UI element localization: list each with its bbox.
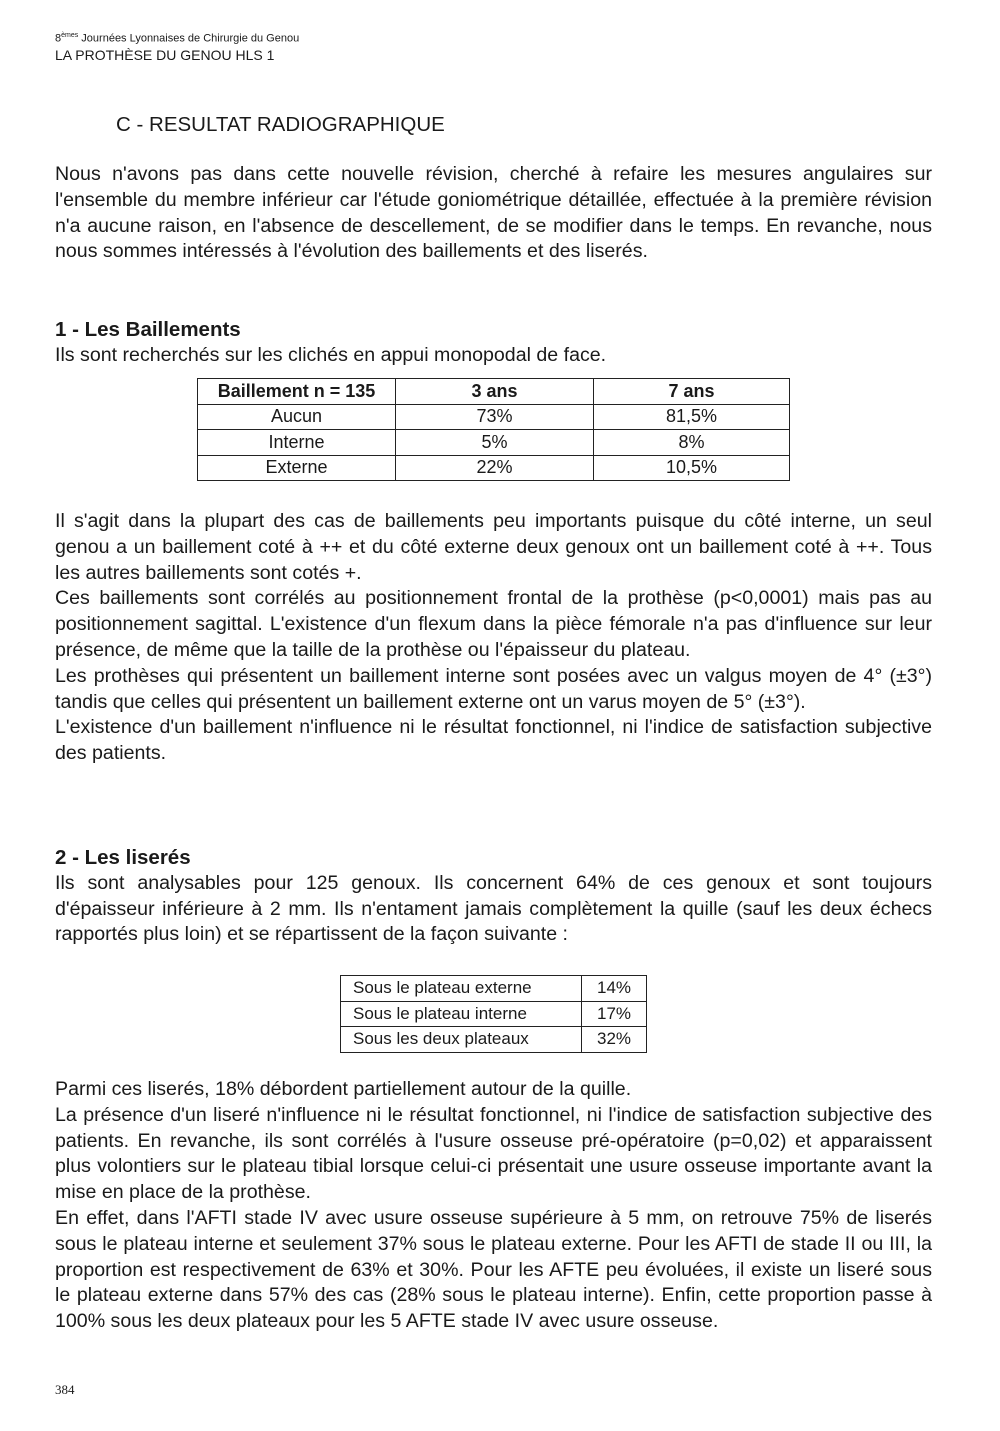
- table-row: Aucun 73% 81,5%: [197, 403, 790, 430]
- table-row: Sous les deux plateaux 32%: [340, 1026, 647, 1053]
- cell: Sous les deux plateaux: [340, 1026, 582, 1053]
- cell: Externe: [197, 454, 396, 481]
- cell: 22%: [395, 454, 594, 481]
- cell: Sous le plateau externe: [340, 975, 582, 1002]
- cell: 32%: [581, 1026, 647, 1053]
- intro-text: Nous n'avons pas dans cette nouvelle rév…: [55, 163, 932, 263]
- header-cell: 3 ans: [395, 378, 594, 405]
- running-header-title: LA PROTHÈSE DU GENOU HLS 1: [55, 47, 275, 63]
- cell: 8%: [593, 429, 790, 456]
- paragraph: Il s'agit dans la plupart des cas de bai…: [55, 510, 932, 584]
- cell: 17%: [581, 1000, 647, 1027]
- section-2-body: Parmi ces liserés, 18% débordent partiel…: [55, 1077, 932, 1335]
- section-1: 1 - Les Baillements Ils sont recherchés …: [55, 317, 932, 369]
- cell: Interne: [197, 429, 396, 456]
- table-row: Externe 22% 10,5%: [197, 454, 790, 481]
- intro-paragraph: Nous n'avons pas dans cette nouvelle rév…: [55, 162, 932, 265]
- cell: Sous le plateau interne: [340, 1000, 582, 1027]
- cell: Aucun: [197, 403, 396, 430]
- section-2: 2 - Les liserés Ils sont analysables pou…: [55, 845, 932, 948]
- paragraph: Ces baillements sont corrélés au positio…: [55, 587, 932, 661]
- table-header-row: Baillement n = 135 3 ans 7 ans: [197, 378, 790, 405]
- header-cell: 7 ans: [593, 378, 790, 405]
- table-row: Sous le plateau externe 14%: [340, 975, 647, 1002]
- liseres-table: Sous le plateau externe 14% Sous le plate…: [340, 975, 647, 1053]
- paragraph: La présence d'un liseré n'influence ni l…: [55, 1103, 932, 1204]
- section-title: C - RESULTAT RADIOGRAPHIQUE: [116, 113, 445, 136]
- section-1-heading: 1 - Les Baillements: [55, 318, 241, 341]
- header-sup: èmes: [61, 32, 79, 39]
- cell: 73%: [395, 403, 594, 430]
- header-num: 8: [55, 32, 62, 45]
- section-2-heading: 2 - Les liserés: [55, 846, 191, 869]
- cell: 81,5%: [593, 403, 790, 430]
- cell: 14%: [581, 975, 647, 1002]
- table-row: Interne 5% 8%: [197, 429, 790, 456]
- page-number: 384: [55, 1382, 75, 1397]
- section-2-lead: Ils sont analysables pour 125 genoux. Il…: [55, 871, 932, 946]
- header-cell: Baillement n = 135: [197, 378, 396, 405]
- header-conference-name: Journées Lyonnaises de Chirurgie du Geno…: [78, 32, 300, 45]
- cell: 5%: [395, 429, 594, 456]
- section-1-body: Il s'agit dans la plupart des cas de bai…: [55, 509, 932, 767]
- paragraph: En effet, dans l'AFTI stade IV avec usur…: [55, 1206, 932, 1333]
- cell: 10,5%: [593, 454, 790, 481]
- paragraph: Parmi ces liserés, 18% débordent partiel…: [55, 1078, 632, 1100]
- paragraph: L'existence d'un baillement n'influence …: [55, 716, 932, 765]
- running-header-conference: 8èmes Journées Lyonnaises de Chirurgie d…: [55, 32, 299, 45]
- table-row: Sous le plateau interne 17%: [340, 1000, 647, 1027]
- paragraph: Les prothèses qui présentent un bailleme…: [55, 664, 932, 713]
- baillement-table: Baillement n = 135 3 ans 7 ans Aucun 73% 8…: [197, 378, 790, 481]
- section-1-lead: Ils sont recherchés sur les clichés en a…: [55, 343, 607, 366]
